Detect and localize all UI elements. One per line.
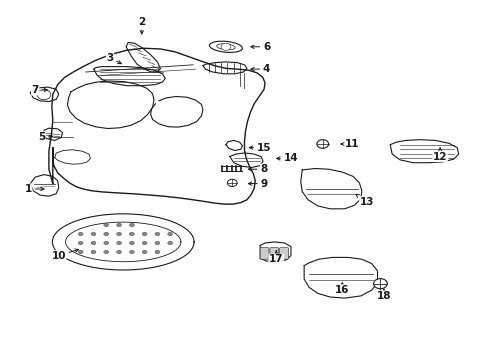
Circle shape xyxy=(103,223,108,227)
Circle shape xyxy=(129,250,134,254)
Circle shape xyxy=(155,241,160,245)
Text: 17: 17 xyxy=(268,251,283,264)
Text: 18: 18 xyxy=(376,289,390,301)
Polygon shape xyxy=(389,140,458,163)
Circle shape xyxy=(91,232,96,236)
Circle shape xyxy=(129,232,134,236)
Circle shape xyxy=(91,250,96,254)
Circle shape xyxy=(373,279,386,289)
Text: 7: 7 xyxy=(31,85,47,95)
Polygon shape xyxy=(304,257,377,298)
Text: 13: 13 xyxy=(355,194,373,207)
Polygon shape xyxy=(49,48,264,204)
Text: 5: 5 xyxy=(38,132,52,142)
Circle shape xyxy=(103,241,108,245)
Text: 8: 8 xyxy=(248,164,267,174)
Circle shape xyxy=(103,232,108,236)
Polygon shape xyxy=(229,153,263,167)
Circle shape xyxy=(155,232,160,236)
Polygon shape xyxy=(30,175,59,196)
Text: 10: 10 xyxy=(51,249,78,261)
Polygon shape xyxy=(203,62,246,74)
Circle shape xyxy=(103,250,108,254)
Text: 3: 3 xyxy=(106,53,121,64)
Polygon shape xyxy=(260,242,290,262)
Circle shape xyxy=(129,241,134,245)
Text: 16: 16 xyxy=(334,283,349,295)
Polygon shape xyxy=(65,222,181,262)
Polygon shape xyxy=(300,168,361,209)
Polygon shape xyxy=(43,128,62,140)
Text: 9: 9 xyxy=(248,179,267,189)
FancyBboxPatch shape xyxy=(279,248,288,259)
Polygon shape xyxy=(55,150,90,164)
Circle shape xyxy=(78,232,83,236)
Polygon shape xyxy=(30,87,59,102)
Circle shape xyxy=(78,250,83,254)
Ellipse shape xyxy=(209,41,242,53)
Text: 6: 6 xyxy=(250,42,269,52)
Polygon shape xyxy=(225,140,242,150)
Circle shape xyxy=(116,250,121,254)
Circle shape xyxy=(316,140,328,148)
Text: 11: 11 xyxy=(341,139,359,149)
FancyBboxPatch shape xyxy=(269,248,278,259)
Circle shape xyxy=(221,43,230,50)
Circle shape xyxy=(91,241,96,245)
Text: 1: 1 xyxy=(25,184,44,194)
Circle shape xyxy=(155,250,160,254)
FancyBboxPatch shape xyxy=(260,248,268,259)
Circle shape xyxy=(142,250,147,254)
Polygon shape xyxy=(52,214,194,270)
Circle shape xyxy=(37,90,51,100)
Circle shape xyxy=(167,241,172,245)
Circle shape xyxy=(227,179,237,186)
Polygon shape xyxy=(67,81,154,129)
Text: 12: 12 xyxy=(432,148,447,162)
Text: 15: 15 xyxy=(249,143,271,153)
Circle shape xyxy=(116,223,121,227)
Circle shape xyxy=(78,241,83,245)
Circle shape xyxy=(116,232,121,236)
Polygon shape xyxy=(94,67,165,86)
Text: 4: 4 xyxy=(250,64,270,74)
Text: 2: 2 xyxy=(138,17,145,34)
Circle shape xyxy=(129,223,134,227)
Circle shape xyxy=(116,241,121,245)
Text: 14: 14 xyxy=(276,153,298,163)
Polygon shape xyxy=(150,96,203,127)
Circle shape xyxy=(142,241,147,245)
Ellipse shape xyxy=(216,44,235,50)
Polygon shape xyxy=(126,42,160,72)
Circle shape xyxy=(167,232,172,236)
Circle shape xyxy=(142,232,147,236)
